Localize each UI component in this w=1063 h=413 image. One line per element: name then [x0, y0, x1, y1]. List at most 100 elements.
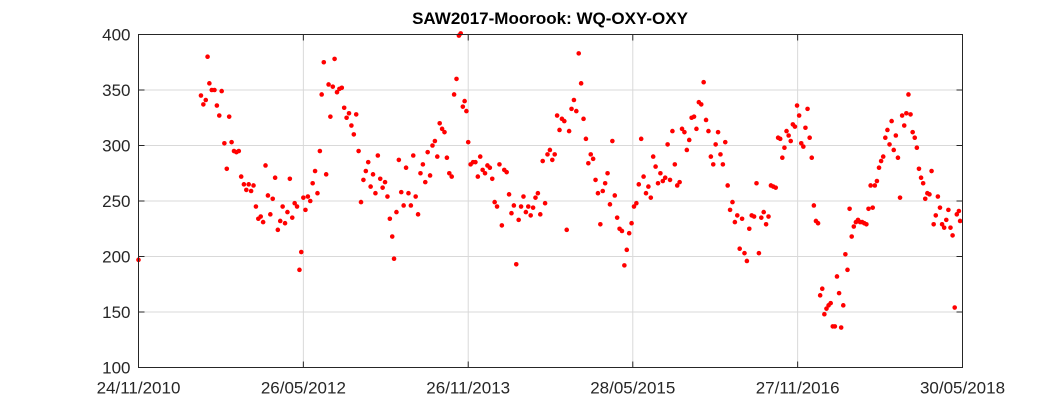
data-point	[694, 126, 699, 132]
data-point	[406, 190, 411, 196]
data-point	[574, 108, 579, 114]
data-point	[819, 286, 825, 291]
data-point	[403, 165, 409, 170]
data-point	[341, 105, 347, 111]
data-point	[464, 108, 469, 114]
data-point	[684, 147, 690, 153]
data-point	[638, 136, 644, 142]
data-point	[425, 149, 430, 155]
data-point	[368, 184, 373, 189]
data-point	[920, 180, 926, 186]
data-point	[943, 217, 949, 223]
data-point	[761, 209, 767, 215]
data-point	[525, 204, 531, 209]
data-point	[377, 176, 383, 182]
data-point	[272, 175, 278, 180]
data-point	[931, 222, 936, 227]
data-point	[956, 208, 962, 214]
data-point	[226, 114, 232, 119]
data-point	[904, 111, 909, 116]
data-point	[792, 124, 798, 129]
data-point	[578, 81, 584, 86]
y-tick-label: 300	[102, 137, 130, 156]
data-point	[447, 170, 452, 176]
data-point	[408, 203, 414, 208]
data-point	[315, 190, 320, 196]
data-point	[751, 214, 757, 219]
data-point	[480, 167, 485, 173]
data-point	[358, 199, 364, 205]
data-point	[914, 145, 920, 151]
data-point	[626, 230, 632, 236]
data-point	[363, 168, 369, 174]
data-point	[948, 225, 953, 230]
data-point	[571, 97, 577, 103]
data-point	[650, 154, 656, 159]
data-point	[922, 196, 928, 202]
data-point	[788, 138, 794, 144]
data-point	[535, 190, 541, 196]
y-tick-label: 100	[102, 359, 130, 378]
data-point	[843, 251, 848, 257]
data-point	[504, 169, 509, 175]
data-point	[449, 174, 455, 179]
data-point	[487, 165, 493, 170]
data-point	[244, 187, 249, 193]
data-point	[739, 216, 745, 222]
data-point	[653, 164, 658, 169]
data-point	[492, 199, 497, 205]
y-tick-label: 350	[102, 81, 130, 100]
data-point	[586, 160, 591, 166]
data-point	[569, 106, 574, 112]
chart-title: SAW2017-Moorook: WQ-OXY-OXY	[412, 9, 688, 28]
data-point	[323, 172, 329, 177]
x-tick-label: 26/05/2012	[261, 379, 346, 398]
data-point	[798, 140, 804, 146]
data-point	[346, 111, 352, 116]
data-point	[780, 155, 785, 161]
data-point	[624, 247, 630, 253]
data-point	[766, 214, 771, 219]
data-point	[732, 219, 738, 225]
data-point	[674, 183, 680, 188]
data-point	[564, 227, 570, 233]
data-point	[581, 116, 586, 122]
data-point	[523, 209, 529, 215]
data-point	[619, 228, 625, 234]
data-point	[351, 132, 357, 137]
data-point	[754, 180, 759, 186]
data-point	[497, 162, 502, 167]
data-point	[321, 59, 327, 65]
data-point	[725, 183, 730, 188]
data-point	[499, 223, 505, 228]
data-point	[866, 206, 871, 212]
data-point	[462, 98, 467, 104]
data-point	[849, 234, 854, 239]
data-point	[593, 177, 598, 183]
data-point	[494, 204, 500, 209]
data-point	[957, 218, 963, 224]
data-point	[260, 219, 266, 225]
data-point	[811, 203, 817, 208]
data-point	[864, 222, 869, 227]
data-point	[677, 179, 682, 185]
data-point	[784, 128, 789, 134]
data-point	[444, 155, 450, 161]
data-point	[287, 176, 293, 182]
data-point	[782, 145, 787, 151]
data-point	[537, 212, 543, 217]
x-tick-label: 24/11/2010	[97, 379, 181, 398]
data-point	[906, 92, 911, 97]
data-point	[718, 152, 723, 157]
data-point	[229, 139, 234, 145]
data-point	[410, 153, 416, 158]
data-point	[298, 249, 304, 255]
data-point	[238, 174, 244, 179]
data-point	[897, 195, 903, 200]
data-point	[473, 159, 478, 165]
data-point	[817, 293, 823, 298]
data-point	[588, 152, 594, 157]
data-point	[713, 142, 718, 147]
data-point	[326, 82, 331, 87]
data-point	[840, 303, 846, 308]
